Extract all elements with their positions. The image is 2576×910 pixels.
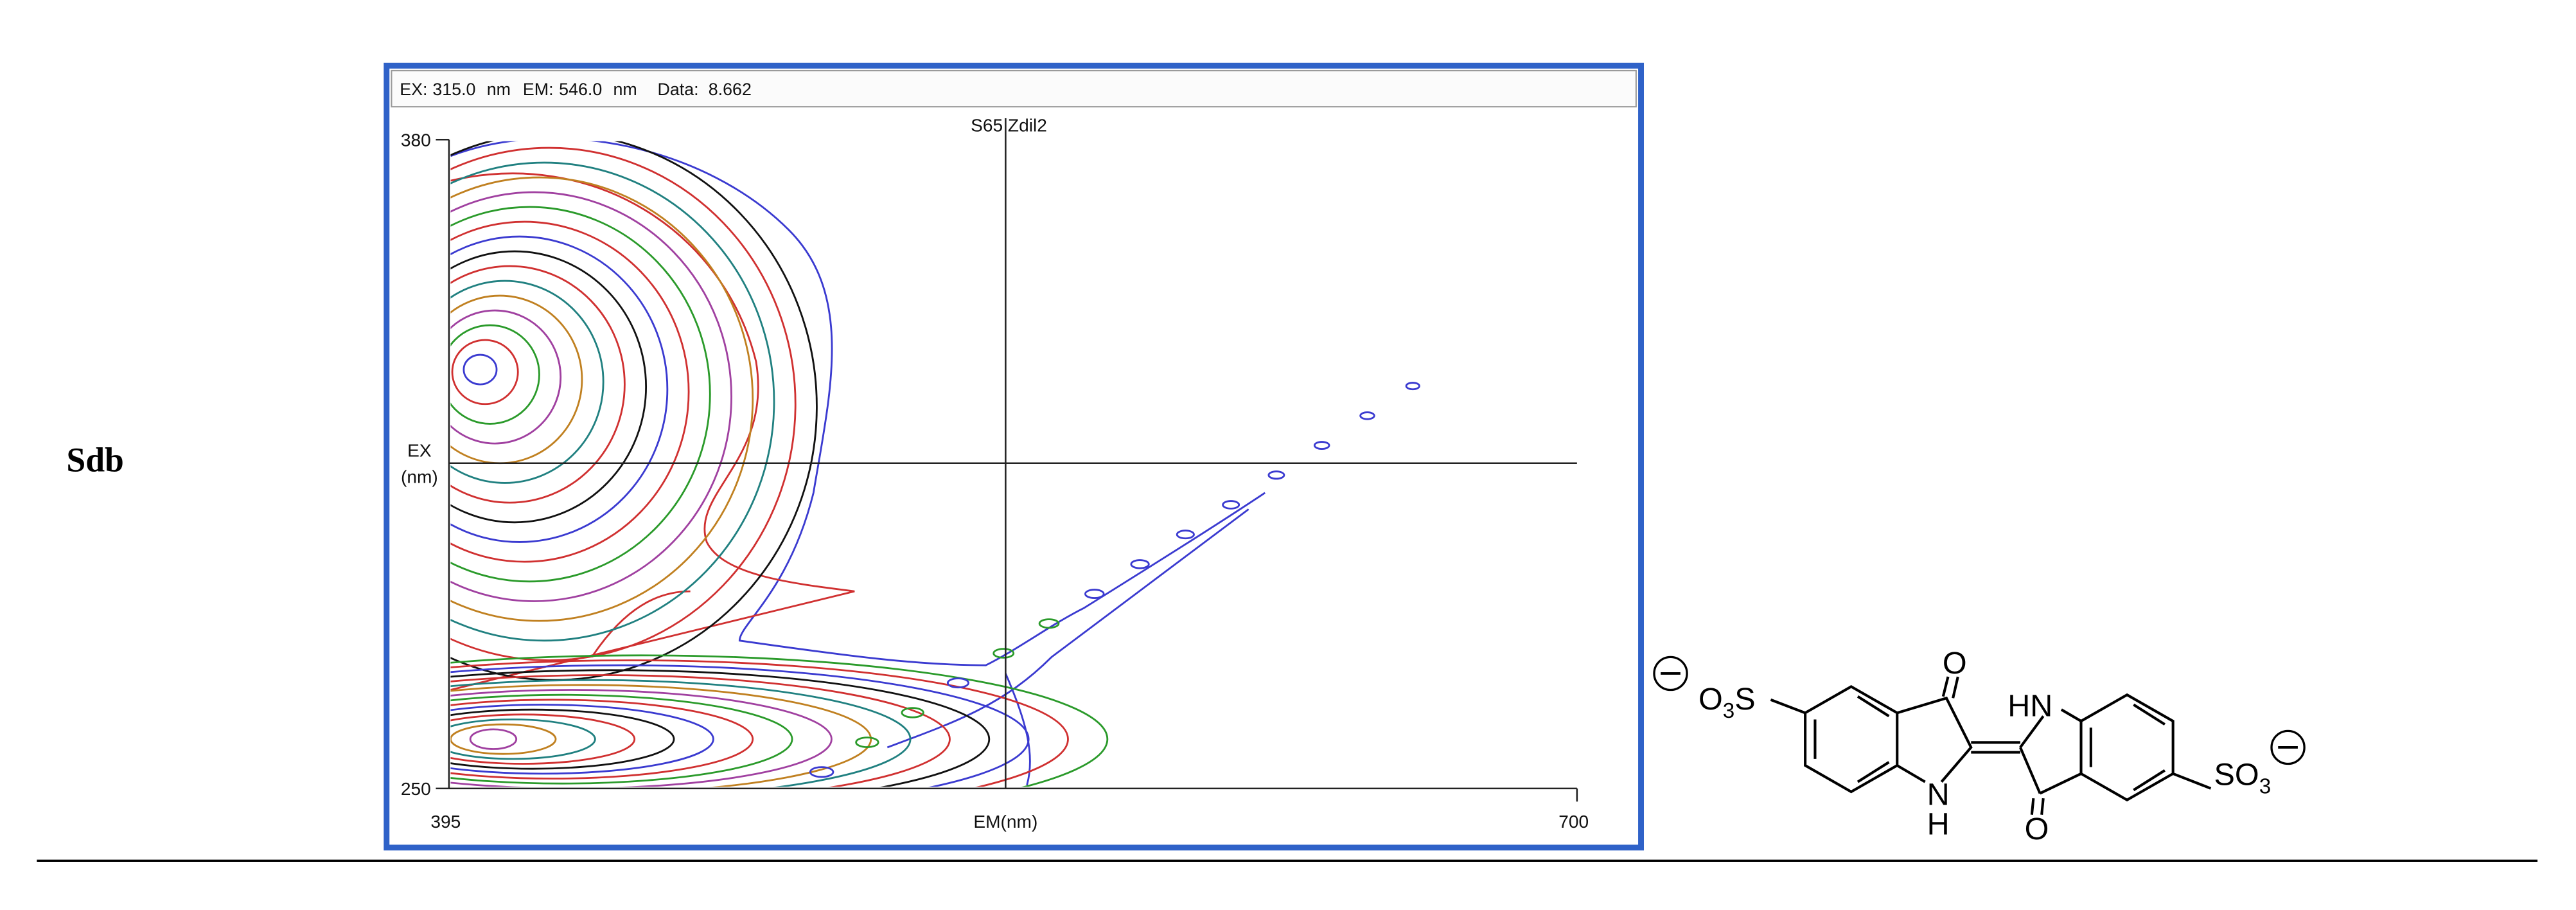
y-bottom-label: 250 (401, 779, 431, 799)
plot-title: S65 Zdil2 (971, 115, 1047, 135)
status-ex-unit: nm (487, 80, 511, 99)
contour (1359, 411, 1375, 420)
y-axis-label: EX (407, 441, 432, 461)
atom: SO (2214, 758, 2259, 792)
contour (450, 669, 991, 787)
row-label: Sdb (66, 441, 124, 479)
atom-label: O (1943, 646, 1967, 681)
contour (450, 679, 912, 787)
contour (450, 176, 754, 622)
status-em-label: EM: (523, 80, 554, 99)
charge-circle (1653, 656, 1688, 691)
atom: S (1734, 682, 1755, 717)
contour (1313, 441, 1330, 450)
x-left-label: 395 (430, 812, 461, 832)
double-bond (1971, 741, 2020, 754)
contour (450, 235, 669, 543)
contour (450, 684, 872, 787)
contour (1130, 559, 1150, 569)
status-text: EX: 315.0 nm EM: 546.0 nm Data: 8.662 (400, 80, 752, 99)
bonds (1770, 676, 1973, 783)
contour (992, 648, 1015, 659)
contour (450, 309, 562, 445)
contour (450, 699, 754, 780)
contour (1222, 500, 1240, 510)
contour (450, 689, 833, 787)
contour (1038, 618, 1060, 629)
subscript: 3 (2259, 775, 2271, 799)
status-bar (391, 69, 1637, 108)
structure: O O HN N H O3S SO3 (1653, 646, 2306, 846)
contour (901, 707, 924, 718)
charge-circle (2270, 729, 2306, 765)
contour (1405, 382, 1420, 391)
contour (450, 664, 1030, 787)
contour (450, 659, 1069, 787)
atom-label: HN (2007, 688, 2052, 723)
axes (436, 118, 1578, 802)
contour (450, 324, 540, 425)
contour (887, 508, 1249, 786)
x-axis-label: EM(nm) (973, 812, 1037, 832)
atom: O (1698, 682, 1723, 717)
contour (450, 708, 675, 770)
contour (450, 704, 714, 775)
contour (450, 220, 690, 563)
contour (809, 766, 834, 778)
atom-label: O (2025, 812, 2049, 846)
status-em-unit: nm (613, 80, 637, 99)
contour (450, 654, 1109, 787)
contour (450, 206, 711, 583)
contour (450, 191, 732, 602)
contour (450, 280, 604, 484)
status-ex-label: EX: (400, 80, 427, 99)
y-top-label: 380 (401, 130, 431, 150)
contour (1084, 589, 1105, 599)
x-right-label: 700 (1558, 812, 1589, 832)
bonds (2019, 693, 2212, 815)
status-ex: 315.0 (432, 80, 475, 99)
contour (450, 674, 951, 787)
contour (450, 718, 596, 760)
contour (451, 339, 519, 406)
contour (450, 693, 793, 785)
subscript: 3 (1723, 699, 1734, 723)
contour (450, 265, 626, 504)
contour (463, 353, 498, 386)
contour (855, 736, 879, 748)
contour (1176, 530, 1195, 540)
contour (469, 728, 518, 750)
atom-label: H (1927, 807, 1950, 841)
y-axis-unit: (nm) (401, 467, 438, 486)
group-label: O3S (1698, 682, 1756, 723)
atom-label: N (1927, 777, 1950, 812)
contour (450, 161, 775, 642)
contour (450, 713, 636, 765)
plot-window (384, 62, 1645, 851)
ring (1804, 685, 1899, 794)
contour (450, 147, 797, 661)
group-label: SO3 (2214, 758, 2272, 799)
contour (946, 677, 969, 689)
status-data-label: Data: (658, 80, 699, 99)
contour (1267, 470, 1285, 480)
contour (450, 141, 1266, 666)
contour (450, 723, 557, 755)
status-data: 8.662 (709, 80, 752, 99)
status-em: 546.0 (559, 80, 602, 99)
contour (450, 250, 647, 524)
